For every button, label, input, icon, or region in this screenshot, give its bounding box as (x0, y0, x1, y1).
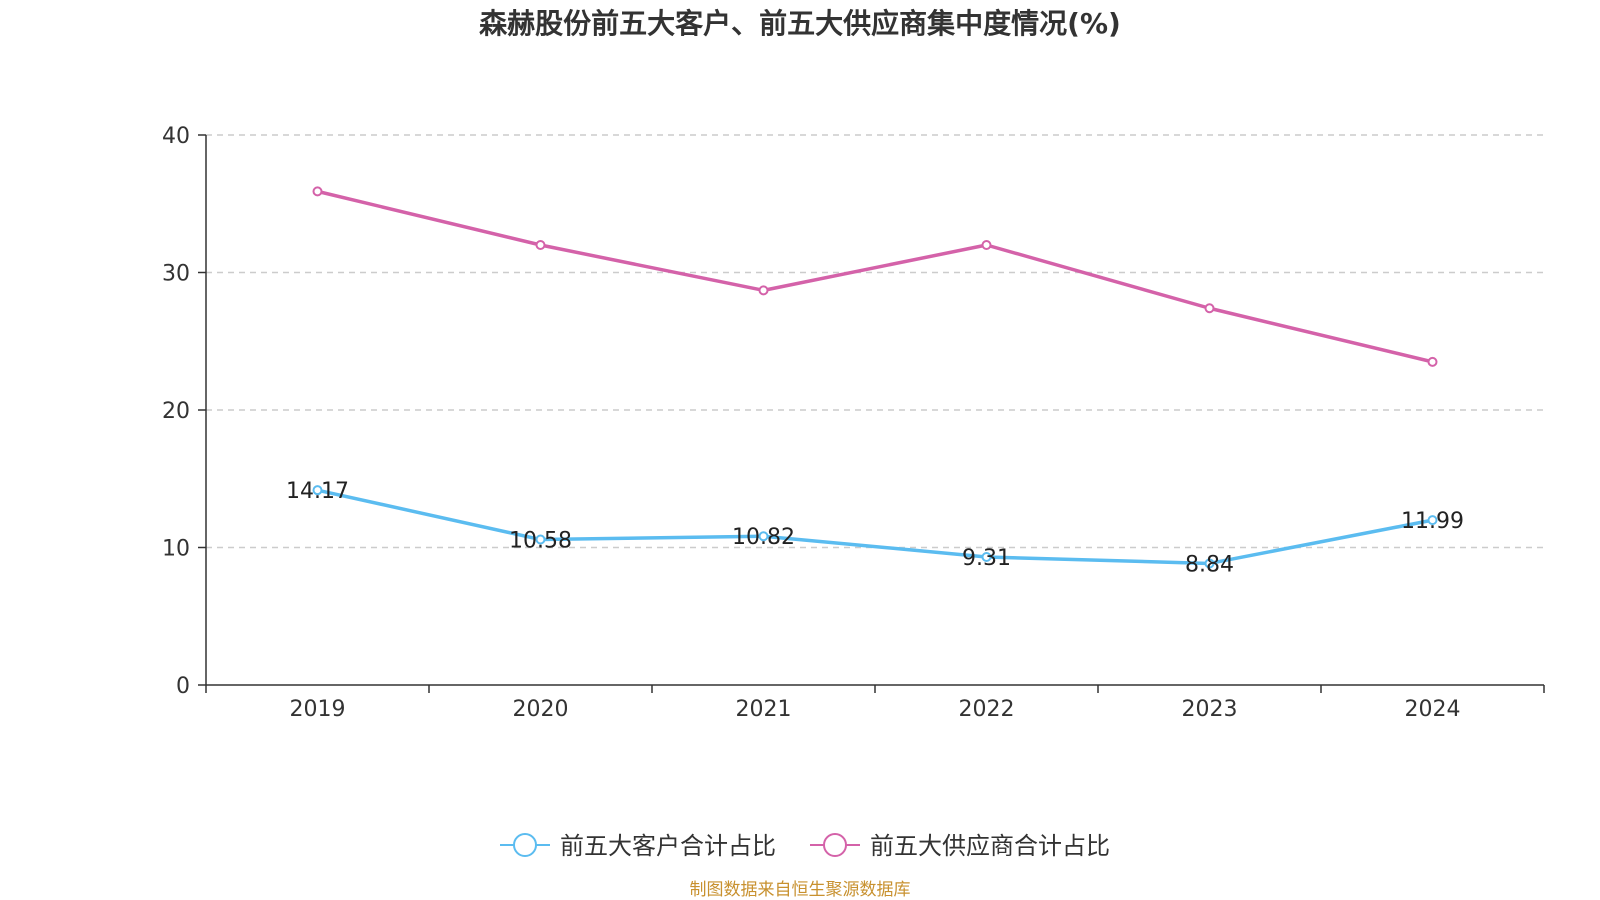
data-point (535, 240, 546, 250)
data-point (1427, 356, 1438, 367)
series-line-2 (317, 189, 1433, 364)
legend[interactable]: 前五大客户合计占比 前五大供应商合计占比 (500, 832, 1110, 860)
y-tick-label: 20 (162, 399, 190, 424)
data-point (1204, 303, 1215, 314)
x-tick-label: 2022 (959, 697, 1015, 722)
data-point (758, 285, 769, 296)
legend-item-1[interactable]: 前五大客户合计占比 (500, 832, 776, 860)
x-tick-label: 2021 (736, 697, 792, 722)
legend-label: 前五大供应商合计占比 (870, 832, 1110, 860)
data-label: 10.82 (732, 525, 795, 550)
data-labels: 14.17 10.58 10.82 9.31 8.84 11.99 (286, 479, 1464, 577)
data-point (1427, 515, 1438, 526)
data-label: 11.99 (1401, 509, 1464, 534)
y-tick-label: 0 (176, 674, 190, 699)
y-tick-label: 10 (162, 537, 190, 562)
data-point (312, 485, 323, 496)
source-note: 制图数据来自恒生聚源数据库 (690, 880, 911, 900)
grid-lines (206, 134, 1544, 549)
x-tick-label: 2024 (1405, 697, 1461, 722)
x-tick-label: 2023 (1182, 697, 1238, 722)
data-point (981, 551, 992, 562)
legend-label: 前五大客户合计占比 (560, 832, 776, 860)
legend-circle-marker (823, 833, 847, 857)
series-line-1 (317, 488, 1433, 566)
data-point (1204, 558, 1215, 569)
data-label: 10.58 (509, 529, 572, 554)
data-label: 9.31 (962, 546, 1011, 571)
data-point (981, 240, 992, 250)
chart-title: 森赫股份前五大客户、前五大供应商集中度情况(%) (479, 7, 1121, 40)
data-label: 8.84 (1185, 552, 1234, 577)
legend-circle-marker (513, 833, 537, 857)
data-point (758, 531, 769, 542)
y-tick-label: 30 (162, 262, 190, 287)
axes: 0 10 20 30 40 2019 2020 2021 2022 2023 2024 (162, 124, 1545, 722)
y-tick-label: 40 (162, 124, 190, 149)
data-point (312, 186, 323, 197)
x-tick-label: 2019 (290, 697, 346, 722)
data-point (535, 534, 546, 545)
x-tick-label: 2020 (513, 697, 569, 722)
data-label: 14.17 (286, 479, 349, 504)
series-lines (312, 186, 1438, 569)
legend-item-2[interactable]: 前五大供应商合计占比 (810, 832, 1110, 860)
